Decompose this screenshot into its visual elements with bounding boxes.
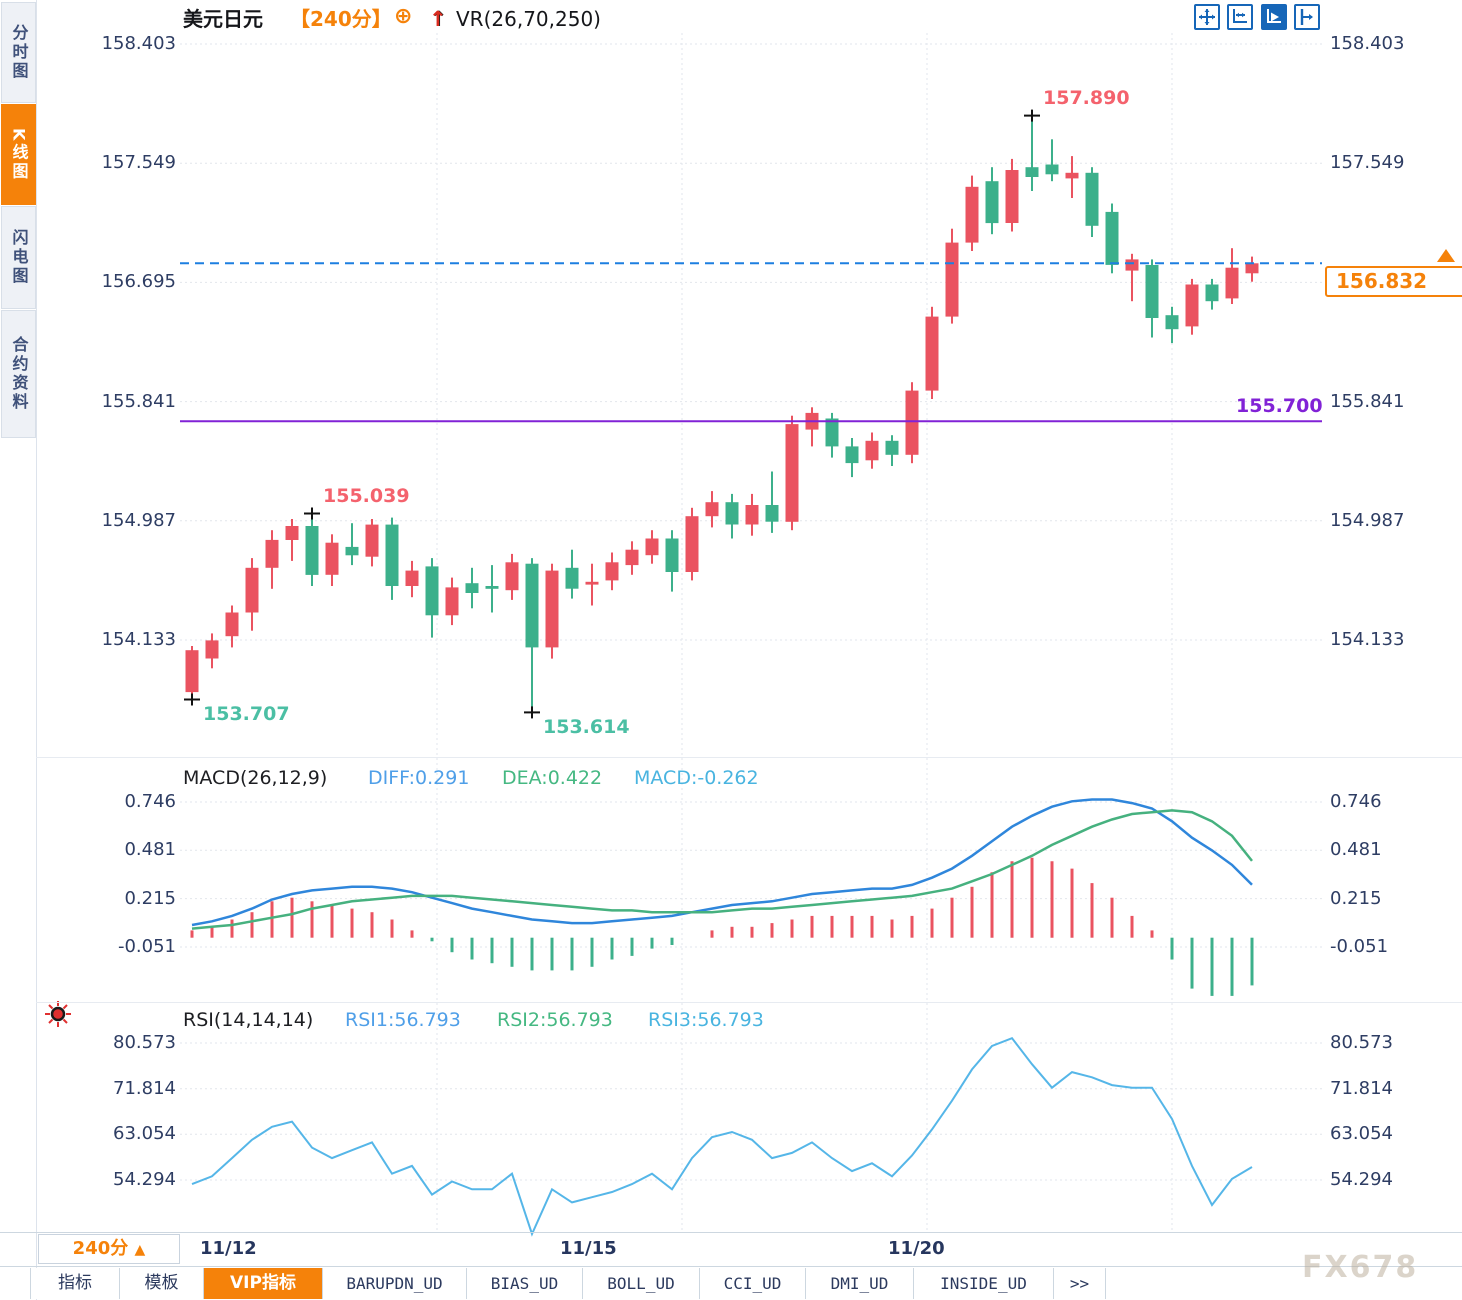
extreme-cross-markers bbox=[184, 109, 1040, 719]
price-tick: 155.841 bbox=[101, 390, 176, 412]
rsi3-value: RSI3:56.793 bbox=[648, 1009, 764, 1031]
crosshair-move-icon[interactable] bbox=[1194, 4, 1220, 30]
watermark: FX678 bbox=[1302, 1250, 1419, 1285]
gridlines bbox=[180, 33, 1322, 1232]
indicator-settings-sun-icon[interactable] bbox=[44, 1000, 72, 1028]
bottom-tab-CCI_UD[interactable]: CCI_UD bbox=[700, 1268, 806, 1299]
axis-strip-separator bbox=[0, 1232, 1462, 1233]
rsi-tick: 80.573 bbox=[113, 1032, 176, 1053]
bottom-tab-VIP-[interactable]: VIP指标 bbox=[204, 1268, 323, 1299]
rsi-tick: 63.054 bbox=[1330, 1123, 1393, 1145]
rsi1-value: RSI1:56.793 bbox=[345, 1009, 461, 1031]
macd-tick: 0.481 bbox=[124, 839, 176, 861]
bottom-tab--[interactable]: 模板 bbox=[120, 1268, 204, 1299]
period-label[interactable]: 【240分】 bbox=[290, 7, 392, 31]
trend-up-arrow-icon: ↑ bbox=[429, 7, 447, 31]
candles bbox=[185, 115, 1259, 713]
panel-separator bbox=[36, 757, 1462, 758]
hline-price-label: 155.700 bbox=[1236, 395, 1323, 417]
macd-diff-line bbox=[191, 798, 1253, 927]
rsi-tick: 71.814 bbox=[113, 1077, 176, 1099]
bottom-tab-BOLL_UD[interactable]: BOLL_UD bbox=[583, 1268, 700, 1299]
rsi-title: RSI(14,14,14) bbox=[183, 1009, 314, 1031]
sidebar-tab-4[interactable]: 合约资料 bbox=[1, 310, 36, 438]
price-tick: 157.549 bbox=[101, 152, 176, 174]
rsi-tick: 63.054 bbox=[113, 1123, 176, 1145]
price-tick: 154.133 bbox=[101, 629, 176, 650]
extreme-price-label: 153.614 bbox=[543, 716, 630, 739]
macd-diff-value: DIFF:0.291 bbox=[368, 767, 470, 789]
macd-tick: 0.746 bbox=[1330, 791, 1382, 812]
bottom-tab-DMI_UD[interactable]: DMI_UD bbox=[806, 1268, 914, 1299]
last-price-badge: 156.832 bbox=[1325, 266, 1462, 297]
macd-tick: -0.051 bbox=[117, 935, 176, 957]
bottom-tab-BIAS_UD[interactable]: BIAS_UD bbox=[467, 1268, 583, 1299]
extreme-price-label: 157.890 bbox=[1043, 86, 1130, 109]
rsi2-value: RSI2:56.793 bbox=[497, 1009, 613, 1031]
price-tick: 157.549 bbox=[1330, 152, 1405, 174]
sidebar-tab-3[interactable]: 闪电图 bbox=[1, 206, 36, 309]
sidebar-tab-2[interactable]: K线图 bbox=[1, 104, 36, 205]
bottom-tab-INSIDE_UD[interactable]: INSIDE_UD bbox=[914, 1268, 1054, 1299]
add-indicator-icon[interactable]: ⊕ bbox=[394, 4, 413, 29]
macd-tick: 0.215 bbox=[124, 887, 176, 909]
macd-tick: 0.215 bbox=[1330, 887, 1382, 909]
panel-separator bbox=[36, 1002, 1462, 1003]
rsi-tick: 54.294 bbox=[1330, 1168, 1393, 1190]
price-tick: 154.987 bbox=[1330, 509, 1405, 531]
sidebar: 分时图 K线图 闪电图 合约资料 bbox=[0, 0, 37, 1300]
macd-tick: 0.746 bbox=[124, 791, 176, 812]
macd-histogram bbox=[190, 857, 1254, 996]
macd-dea-line bbox=[191, 809, 1253, 930]
symbol-title: 美元日元 bbox=[183, 7, 263, 31]
fit-axis-icon[interactable] bbox=[1227, 4, 1253, 30]
sidebar-tab-1[interactable]: 分时图 bbox=[1, 2, 36, 103]
macd-title: MACD(26,12,9) bbox=[183, 767, 328, 789]
rsi-tick: 54.294 bbox=[113, 1168, 176, 1190]
price-tick: 158.403 bbox=[1330, 33, 1405, 54]
period-selector-arrow-icon: ▲ bbox=[134, 1242, 146, 1258]
extreme-price-label: 153.707 bbox=[203, 703, 290, 726]
bottom-tab-BARUPDN_UD[interactable]: BARUPDN_UD bbox=[323, 1268, 467, 1299]
pan-right-icon[interactable] bbox=[1294, 4, 1320, 30]
indicator-tabbar: 指标 模板 VIP指标 BARUPDN_UD BIAS_UD BOLL_UD CCI_UD D… bbox=[30, 1268, 1106, 1299]
price-tick: 154.987 bbox=[101, 509, 176, 531]
price-tick: 154.133 bbox=[1330, 629, 1405, 650]
macd-tick: 0.481 bbox=[1330, 839, 1382, 861]
rsi-line bbox=[191, 1036, 1253, 1237]
last-price-up-arrow-icon bbox=[1437, 249, 1455, 262]
rsi-tick: 80.573 bbox=[1330, 1032, 1393, 1053]
x-axis-date: 11/15 bbox=[560, 1238, 617, 1259]
tabbar-separator bbox=[0, 1266, 1462, 1267]
bottom-tab--[interactable]: 指标 bbox=[30, 1268, 120, 1299]
bottom-tab->>[interactable]: >> bbox=[1054, 1268, 1106, 1299]
x-axis-date: 11/20 bbox=[888, 1238, 945, 1259]
period-selector-label: 240分 bbox=[72, 1238, 129, 1259]
macd-dea-value: DEA:0.422 bbox=[502, 767, 603, 789]
price-tick: 156.695 bbox=[101, 271, 176, 293]
price-tick: 155.841 bbox=[1330, 390, 1405, 412]
vr-indicator-label[interactable]: VR(26,70,250) bbox=[456, 7, 601, 31]
x-axis-date: 11/12 bbox=[200, 1238, 257, 1259]
macd-macd-value: MACD:-0.262 bbox=[634, 767, 759, 789]
extreme-price-label: 155.039 bbox=[323, 484, 410, 507]
auto-scroll-icon[interactable] bbox=[1261, 4, 1287, 30]
macd-tick: -0.051 bbox=[1330, 935, 1389, 957]
rsi-tick: 71.814 bbox=[1330, 1077, 1393, 1099]
period-selector[interactable]: 240分 ▲ bbox=[38, 1234, 180, 1264]
price-tick: 158.403 bbox=[101, 33, 176, 54]
